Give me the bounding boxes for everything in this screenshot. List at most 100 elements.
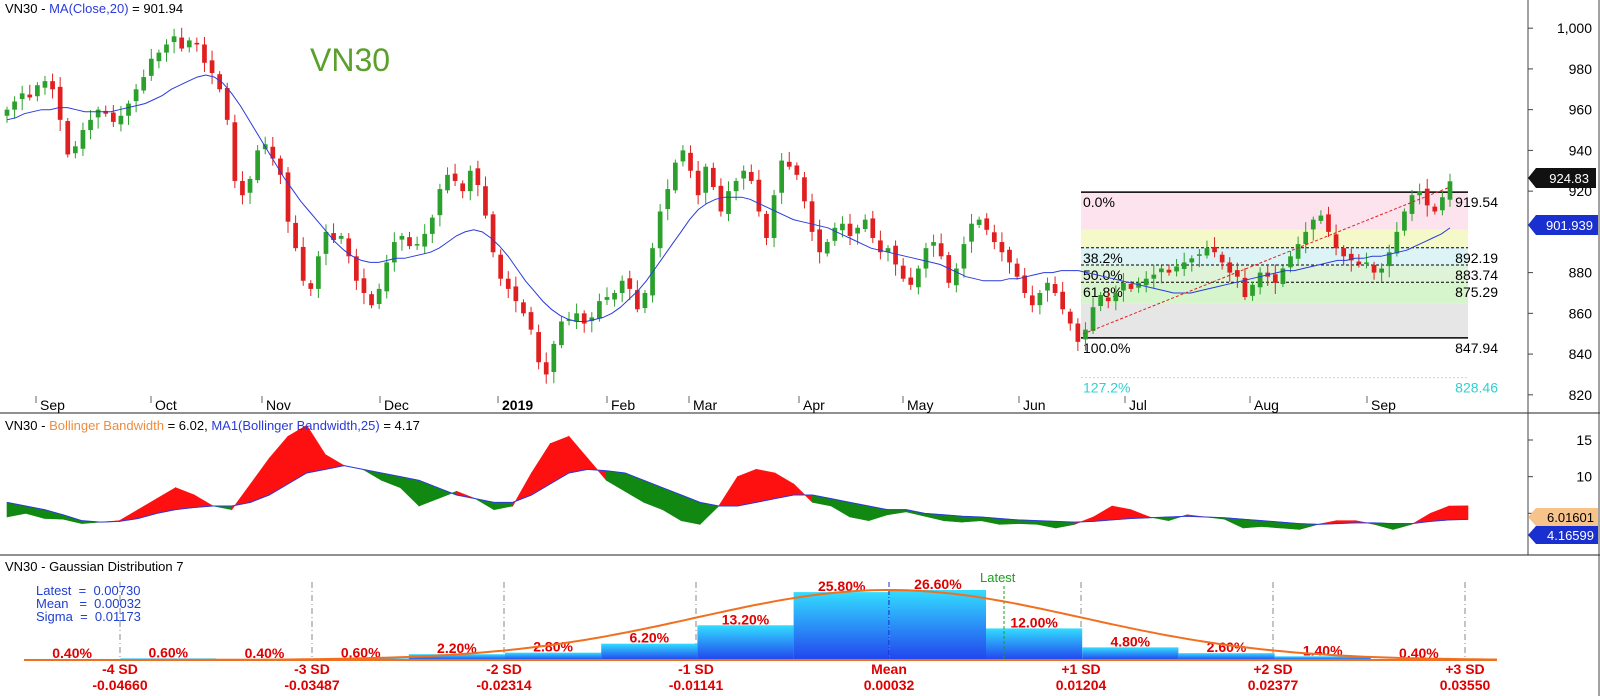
time-tick-label: Aug xyxy=(1254,397,1279,413)
gauss-title: VN30 - Gaussian Distribution 7 xyxy=(5,559,183,574)
candle-body xyxy=(680,150,686,162)
candle-body xyxy=(1303,231,1309,245)
time-tick-label: Apr xyxy=(803,397,825,413)
bar-value-label: 0.40% xyxy=(52,645,92,661)
stat-mean: Mean = 0.00032 xyxy=(36,596,141,611)
time-tick-label: Nov xyxy=(266,397,291,413)
fib-value-label: 875.29 xyxy=(1455,284,1498,300)
candle-body xyxy=(278,158,283,175)
bandwidth-above-ma xyxy=(737,468,757,507)
candle-body xyxy=(186,40,192,48)
candle-body xyxy=(695,170,701,196)
bbw-ma-line xyxy=(6,465,1469,525)
candle-body xyxy=(179,37,185,49)
candle-body xyxy=(733,180,739,192)
candle-body xyxy=(1067,311,1073,324)
candle-body xyxy=(1409,195,1415,214)
candle-body xyxy=(156,52,162,62)
candle-body xyxy=(1189,258,1195,263)
candle-body xyxy=(672,162,678,191)
candle-body xyxy=(1090,307,1096,331)
candle-body xyxy=(1234,270,1240,277)
sd-value-label: 0.01204 xyxy=(1056,677,1107,693)
candle-body xyxy=(42,81,48,88)
candle-body xyxy=(832,227,838,241)
distribution-bar xyxy=(601,643,698,660)
trend-line[interactable] xyxy=(1082,186,1451,335)
bandwidth-above-ma xyxy=(718,475,738,507)
sd-value-label: -0.04660 xyxy=(92,677,147,693)
candle-body xyxy=(999,242,1005,253)
candle-body xyxy=(1166,269,1172,273)
candle-body xyxy=(551,343,557,373)
bandwidth-below-ma xyxy=(643,479,663,511)
candle-body xyxy=(1143,278,1149,286)
sd-name-label: +2 SD xyxy=(1253,661,1292,677)
distribution-bar xyxy=(889,590,986,660)
bandwidth-above-ma xyxy=(1430,505,1450,522)
candle-body xyxy=(498,254,504,279)
candle-body xyxy=(407,237,412,247)
bandwidth-below-ma xyxy=(1168,514,1188,522)
candle-body xyxy=(361,278,367,293)
candle-body xyxy=(1280,268,1286,285)
candle-body xyxy=(19,93,25,100)
candlestick-series xyxy=(4,27,1453,384)
bandwidth-above-ma xyxy=(1093,505,1113,522)
candle-body xyxy=(202,44,207,63)
candle-body xyxy=(429,217,435,234)
candle-body xyxy=(1219,254,1225,263)
candle-body xyxy=(581,313,587,324)
bandwidth-below-ma xyxy=(606,470,626,492)
price-tick-label: 960 xyxy=(1569,102,1593,118)
bbw-value-tag: 6.01601 xyxy=(1528,508,1598,526)
candle-body xyxy=(1310,219,1316,230)
ma-value: 901.939 xyxy=(1546,218,1593,233)
sd-value-label: -0.02314 xyxy=(476,677,531,693)
bbw-ma-value: 4.16599 xyxy=(1547,528,1594,543)
price-tick-label: 980 xyxy=(1569,61,1593,77)
candle-body xyxy=(338,235,344,239)
candle-body xyxy=(1242,277,1248,298)
candle-body xyxy=(703,166,709,193)
candle-body xyxy=(559,321,564,346)
price-tick-label: 840 xyxy=(1569,346,1593,362)
candle-body xyxy=(1402,211,1407,231)
fib-pct-label: 0.0% xyxy=(1083,194,1115,210)
candle-body xyxy=(422,233,428,247)
candle-body xyxy=(300,246,306,281)
candle-body xyxy=(148,58,154,76)
candle-body xyxy=(938,243,944,257)
candle-body xyxy=(285,172,291,222)
candle-body xyxy=(984,218,990,230)
fibonacci-retracement[interactable]: 0.0% 919.54 38.2% 892.19 50.0% 883.74 61.8% 875… xyxy=(1081,191,1498,396)
sd-name-label: +1 SD xyxy=(1061,661,1100,677)
candle-body xyxy=(771,195,777,238)
candle-body xyxy=(331,233,336,241)
distribution-bar xyxy=(1178,653,1275,660)
candle-body xyxy=(1386,252,1392,267)
time-tick-label: Oct xyxy=(155,397,177,413)
candle-body xyxy=(346,238,352,257)
time-tick-label: Sep xyxy=(40,397,65,413)
bandwidth-below-ma xyxy=(437,487,457,500)
candle-body xyxy=(953,268,959,286)
candle-body xyxy=(870,218,876,238)
fib-zone xyxy=(1081,247,1468,265)
bandwidth-above-ma xyxy=(531,442,551,496)
ma20-line xyxy=(6,74,1451,322)
candle-body xyxy=(779,160,785,193)
candle-body xyxy=(354,256,359,281)
candle-body xyxy=(1197,254,1202,256)
time-tick-label: Feb xyxy=(611,397,635,413)
bandwidth-below-ma xyxy=(887,509,907,516)
candle-body xyxy=(794,165,800,175)
candle-body xyxy=(1151,274,1157,279)
candle-body xyxy=(88,119,93,131)
candle-body xyxy=(726,191,731,214)
candle-body xyxy=(931,242,936,246)
fib-pct-label: 127.2% xyxy=(1083,380,1130,396)
candle-body xyxy=(80,130,86,149)
